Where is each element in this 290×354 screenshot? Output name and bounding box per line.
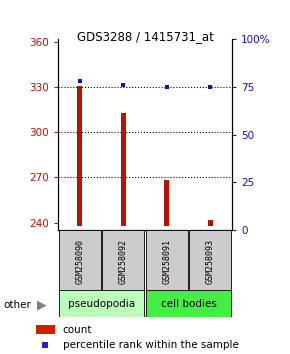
Bar (146, 230, 188, 292)
Text: GSM258093: GSM258093 (206, 239, 215, 284)
Text: cell bodies: cell bodies (161, 298, 216, 309)
Bar (121, 113, 126, 225)
Bar (164, 181, 169, 225)
Text: GSM258092: GSM258092 (119, 239, 128, 284)
Bar (59, 230, 101, 292)
Text: pseudopodia: pseudopodia (68, 298, 135, 309)
Text: GSM258090: GSM258090 (75, 239, 84, 284)
Bar (189, 230, 231, 292)
Bar (36, 325, 55, 334)
Bar (77, 86, 82, 225)
Text: GDS3288 / 1415731_at: GDS3288 / 1415731_at (77, 30, 213, 43)
Bar (208, 219, 213, 225)
Text: percentile rank within the sample: percentile rank within the sample (63, 340, 238, 350)
Bar (146, 290, 231, 317)
Bar (59, 290, 144, 317)
Text: ▶: ▶ (37, 299, 47, 312)
Bar (102, 230, 144, 292)
Text: GSM258091: GSM258091 (162, 239, 171, 284)
Text: other: other (3, 300, 31, 310)
Text: count: count (63, 325, 92, 335)
